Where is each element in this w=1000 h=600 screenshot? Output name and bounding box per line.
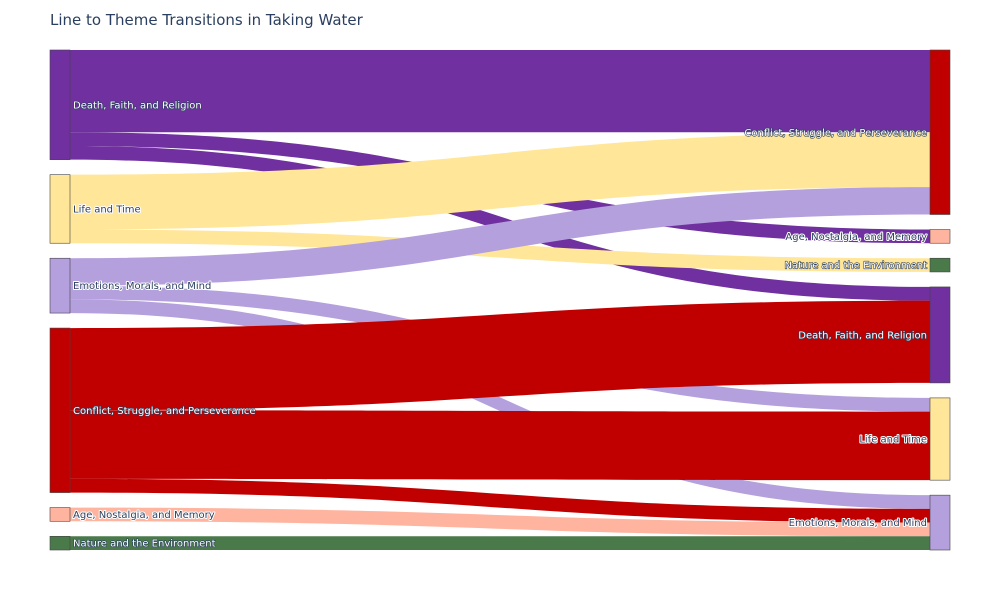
labels-layer: Death, Faith, and Religion Life and Time E… <box>72 100 928 551</box>
target-node-label-conflict-struggle-and-perseverance: Conflict, Struggle, and Perseverance <box>744 128 927 139</box>
target-node-label-nature-and-the-environment: Nature and the Environment <box>784 261 927 272</box>
source-node-life-and-time[interactable] <box>49 174 71 244</box>
target-node-label-age-nostalgia-and-memory: Age, Nostalgia, and Memory <box>785 232 927 243</box>
source-node-label-conflict-struggle-and-perseverance: Conflict, Struggle, and Perseverance <box>73 406 256 417</box>
link-conflict-struggle-and-perseverance-to-emotions-morals-and-mind[interactable] <box>70 478 930 523</box>
chart-title: Line to Theme Transitions in Taking Wate… <box>50 11 364 29</box>
source-node-label-nature-and-the-environment: Nature and the Environment <box>73 539 216 550</box>
link-life-and-time-to-conflict-struggle-and-perseverance[interactable] <box>70 132 930 230</box>
link-age-nostalgia-and-memory-to-emotions-morals-and-mind[interactable] <box>70 507 930 537</box>
target-node-life-and-time[interactable] <box>929 397 951 481</box>
source-node-label-life-and-time: Life and Time <box>73 204 141 215</box>
target-node-age-nostalgia-and-memory[interactable] <box>929 229 951 244</box>
link-emotions-morals-and-mind-to-emotions-morals-and-mind[interactable] <box>70 299 930 509</box>
target-node-death-faith-and-religion[interactable] <box>929 286 951 384</box>
target-node-label-death-faith-and-religion: Death, Faith, and Religion <box>798 330 927 341</box>
link-nature-and-the-environment-to-emotions-morals-and-mind[interactable] <box>70 536 930 550</box>
source-node-emotions-morals-and-mind[interactable] <box>49 257 71 314</box>
source-node-label-emotions-morals-and-mind: Emotions, Morals, and Mind <box>73 281 211 292</box>
source-node-label-death-faith-and-religion: Death, Faith, and Religion <box>73 100 202 111</box>
source-node-death-faith-and-religion[interactable] <box>49 49 71 160</box>
source-node-age-nostalgia-and-memory[interactable] <box>49 507 71 522</box>
link-conflict-struggle-and-perseverance-to-death-faith-and-religion[interactable] <box>70 300 930 411</box>
nodes-layer <box>49 49 951 551</box>
target-node-label-emotions-morals-and-mind: Emotions, Morals, and Mind <box>789 518 927 529</box>
target-node-nature-and-the-environment[interactable] <box>929 257 951 273</box>
source-node-nature-and-the-environment[interactable] <box>49 535 71 551</box>
source-node-label-age-nostalgia-and-memory: Age, Nostalgia, and Memory <box>73 510 215 521</box>
target-node-conflict-struggle-and-perseverance[interactable] <box>929 49 951 215</box>
links-layer <box>70 50 930 550</box>
link-emotions-morals-and-mind-to-conflict-struggle-and-perseverance[interactable] <box>70 187 930 286</box>
target-node-emotions-morals-and-mind[interactable] <box>929 494 951 551</box>
link-conflict-struggle-and-perseverance-to-life-and-time[interactable] <box>70 410 930 481</box>
link-life-and-time-to-nature-and-the-environment[interactable] <box>70 229 930 272</box>
source-node-conflict-struggle-and-perseverance[interactable] <box>49 327 71 493</box>
target-node-label-life-and-time: Life and Time <box>859 435 927 446</box>
link-death-faith-and-religion-to-conflict-struggle-and-perseverance[interactable] <box>70 50 930 133</box>
